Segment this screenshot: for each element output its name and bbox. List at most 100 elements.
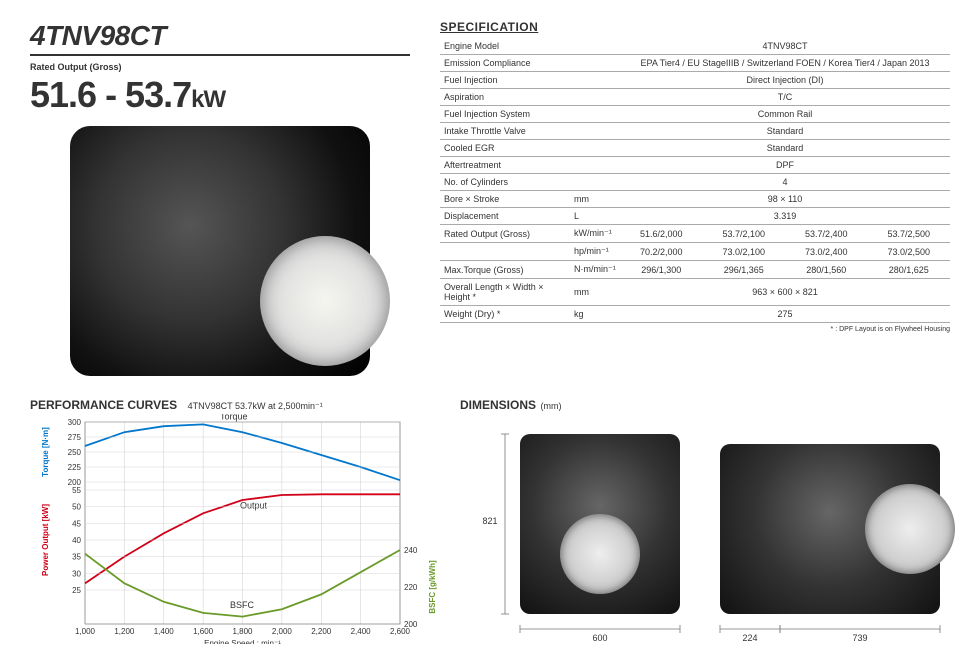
spec-value: 70.2/2,000	[620, 243, 702, 261]
spec-cell	[570, 72, 620, 89]
spec-label: Cooled EGR	[440, 140, 570, 157]
svg-text:275: 275	[68, 433, 82, 442]
spec-cell	[570, 55, 620, 72]
spec-label: Max.Torque (Gross)	[440, 261, 570, 279]
curves-header: PERFORMANCE CURVES 4TNV98CT 53.7kW at 2,…	[30, 396, 430, 414]
svg-text:Torque [N·m]: Torque [N·m]	[41, 427, 50, 477]
svg-text:Engine Speed : min⁻¹: Engine Speed : min⁻¹	[204, 639, 281, 644]
svg-text:225: 225	[68, 463, 82, 472]
spec-unit: kW/min⁻¹	[570, 225, 620, 243]
svg-text:1,200: 1,200	[114, 627, 135, 636]
svg-text:35: 35	[72, 553, 81, 562]
svg-text:2,400: 2,400	[351, 627, 372, 636]
spec-cell	[570, 123, 620, 140]
spec-cell	[570, 157, 620, 174]
engine-fan	[260, 236, 390, 366]
power-unit: kW	[191, 86, 225, 113]
spec-label: Bore × Stroke	[440, 191, 570, 208]
svg-text:240: 240	[404, 546, 418, 555]
engine-side-view	[720, 444, 940, 614]
svg-text:224: 224	[742, 633, 757, 643]
svg-text:1,800: 1,800	[232, 627, 253, 636]
svg-text:220: 220	[404, 583, 418, 592]
svg-text:BSFC: BSFC	[230, 600, 255, 610]
spec-label: Rated Output (Gross)	[440, 225, 570, 243]
spec-label: Overall Length × Width × Height *	[440, 279, 570, 306]
spec-value: 296/1,300	[620, 261, 702, 279]
spec-unit: hp/min⁻¹	[570, 243, 620, 261]
model-title: 4TNV98CT	[30, 20, 410, 56]
spec-label: Aspiration	[440, 89, 570, 106]
svg-text:Torque: Torque	[220, 414, 248, 421]
flywheel-icon	[560, 514, 640, 594]
spec-label: No. of Cylinders	[440, 174, 570, 191]
spec-value: Standard	[620, 123, 950, 140]
svg-text:1,600: 1,600	[193, 627, 214, 636]
spec-cell	[570, 106, 620, 123]
svg-text:40: 40	[72, 536, 81, 545]
spec-unit: kg	[570, 306, 620, 323]
spec-label: Emission Compliance	[440, 55, 570, 72]
spec-value: 275	[620, 306, 950, 323]
spec-value: 98 × 110	[620, 191, 950, 208]
spec-label	[440, 243, 570, 261]
svg-text:50: 50	[72, 503, 81, 512]
spec-value: 280/1,625	[867, 261, 950, 279]
spec-value: 73.0/2,500	[867, 243, 950, 261]
spec-value: Direct Injection (DI)	[620, 72, 950, 89]
spec-label: Fuel Injection	[440, 72, 570, 89]
svg-text:BSFC [g/kWh]: BSFC [g/kWh]	[428, 560, 437, 614]
spec-unit: mm	[570, 279, 620, 306]
spec-value: 73.0/2,100	[702, 243, 784, 261]
performance-chart: 1,0001,2001,4001,6001,8002,0002,2002,400…	[30, 414, 430, 644]
spec-unit: L	[570, 208, 620, 225]
svg-text:2,200: 2,200	[311, 627, 332, 636]
spec-value: 3.319	[620, 208, 950, 225]
spec-table: Engine Model 4TNV98CT Emission Compliance E…	[440, 38, 950, 323]
dimensions-unit: (mm)	[540, 401, 561, 411]
curves-title: PERFORMANCE CURVES	[30, 398, 177, 412]
svg-text:45: 45	[72, 519, 81, 528]
spec-label: Fuel Injection System	[440, 106, 570, 123]
spec-value: Standard	[620, 140, 950, 157]
spec-value: Common Rail	[620, 106, 950, 123]
spec-cell	[570, 38, 620, 55]
spec-label: Intake Throttle Valve	[440, 123, 570, 140]
svg-text:Power Output [kW]: Power Output [kW]	[41, 504, 50, 576]
svg-text:600: 600	[592, 633, 607, 643]
spec-label: Aftertreatment	[440, 157, 570, 174]
spec-value: 51.6/2,000	[620, 225, 702, 243]
svg-text:55: 55	[72, 486, 81, 495]
svg-text:300: 300	[68, 418, 82, 427]
spec-value: 280/1,560	[785, 261, 867, 279]
spec-label: Engine Model	[440, 38, 570, 55]
spec-unit: mm	[570, 191, 620, 208]
spec-value: EPA Tier4 / EU StageIIIB / Switzerland F…	[620, 55, 950, 72]
svg-text:1,400: 1,400	[154, 627, 175, 636]
fan-side-icon	[865, 484, 955, 574]
spec-value: 53.7/2,100	[702, 225, 784, 243]
spec-value: 963 × 600 × 821	[620, 279, 950, 306]
spec-cell	[570, 174, 620, 191]
svg-text:739: 739	[852, 633, 867, 643]
dimensions-header: DIMENSIONS (mm)	[460, 396, 950, 414]
spec-unit: N·m/min⁻¹	[570, 261, 620, 279]
svg-text:250: 250	[68, 448, 82, 457]
spec-value: T/C	[620, 89, 950, 106]
spec-value: 4	[620, 174, 950, 191]
power-range: 51.6 - 53.7kW	[30, 74, 410, 116]
curves-subtitle: 4TNV98CT 53.7kW at 2,500min⁻¹	[188, 401, 323, 411]
power-value: 51.6 - 53.7	[30, 74, 191, 115]
spec-value: 73.0/2,400	[785, 243, 867, 261]
svg-text:Output: Output	[240, 500, 268, 510]
rated-output-label: Rated Output (Gross)	[30, 62, 410, 72]
spec-value: 53.7/2,500	[867, 225, 950, 243]
spec-value: DPF	[620, 157, 950, 174]
svg-text:30: 30	[72, 569, 81, 578]
spec-value: 53.7/2,400	[785, 225, 867, 243]
spec-value: 4TNV98CT	[620, 38, 950, 55]
spec-label: Displacement	[440, 208, 570, 225]
spec-cell	[570, 89, 620, 106]
spec-footnote: * : DPF Layout is on Flywheel Housing	[440, 326, 950, 333]
engine-front-view	[520, 434, 680, 614]
